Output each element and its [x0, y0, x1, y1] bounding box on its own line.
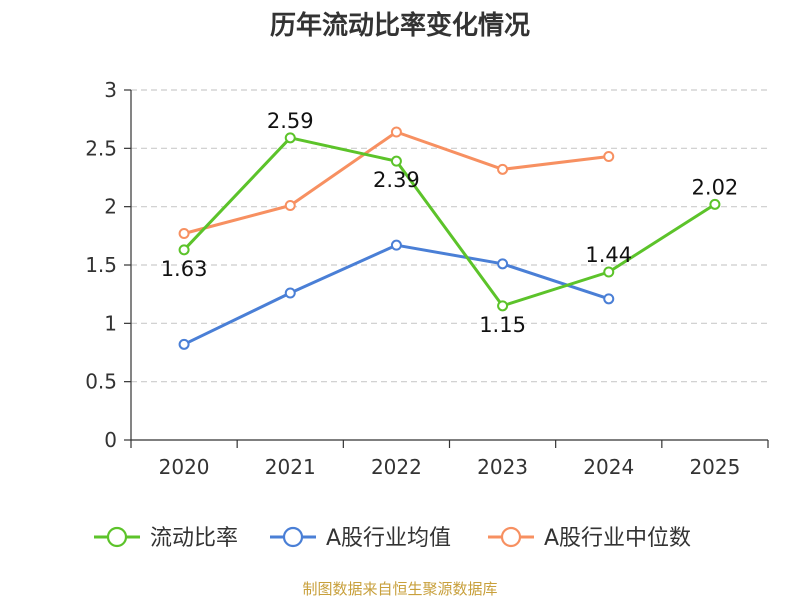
- y-tick-label: 1.5: [85, 253, 117, 277]
- data-labels: 1.63 2.59 2.39 1.15 1.44 2.02: [161, 109, 739, 337]
- legend-item[interactable]: A股行业中位数: [488, 526, 691, 551]
- x-tick-label: 2024: [583, 455, 634, 479]
- data-point[interactable]: [178, 228, 190, 239]
- data-point[interactable]: [390, 126, 402, 138]
- y-tick-label: 2.5: [85, 136, 117, 160]
- data-point[interactable]: [178, 338, 190, 350]
- x-tick-label: 2021: [265, 455, 316, 479]
- y-tick-label: 0: [104, 428, 117, 452]
- y-tick-label: 1: [104, 311, 117, 335]
- y-tick-label: 0.5: [85, 370, 117, 394]
- x-tick-label: 2025: [689, 455, 740, 479]
- data-point[interactable]: [603, 151, 615, 162]
- x-axis-ticks: 2020 2021 2022 2023 2024 2025: [159, 455, 741, 479]
- gridlines: [131, 89, 768, 383]
- legend-label: 流动比率: [150, 526, 238, 551]
- y-axis-ticks: 0 0.5 1 1.5 2 2.5 3: [85, 78, 117, 452]
- legend[interactable]: 流动比率 A股行业均值 A股行业中位数: [94, 526, 691, 551]
- legend-label: A股行业均值: [326, 526, 451, 551]
- data-label: 2.39: [373, 168, 420, 192]
- data-point[interactable]: [497, 258, 509, 270]
- data-label: 1.63: [161, 257, 208, 281]
- data-point[interactable]: [390, 239, 402, 251]
- legend-marker: [500, 526, 522, 548]
- data-point[interactable]: [178, 244, 190, 256]
- data-label: 1.44: [585, 243, 632, 267]
- data-point[interactable]: [603, 266, 615, 278]
- y-tick-label: 2: [104, 195, 117, 219]
- x-tick-label: 2023: [477, 455, 528, 479]
- legend-marker: [282, 526, 304, 548]
- data-point[interactable]: [497, 300, 509, 312]
- axes: [124, 89, 769, 448]
- source-note: 制图数据来自恒生聚源数据库: [302, 580, 497, 598]
- data-point[interactable]: [390, 155, 402, 167]
- data-point[interactable]: [284, 287, 296, 299]
- data-point[interactable]: [497, 163, 509, 175]
- data-point[interactable]: [709, 198, 721, 210]
- y-tick-label: 3: [104, 78, 117, 102]
- legend-item[interactable]: A股行业均值: [270, 526, 451, 551]
- data-point[interactable]: [284, 132, 296, 144]
- series-group: [178, 126, 721, 350]
- x-tick-label: 2020: [159, 455, 210, 479]
- series-line: [183, 243, 610, 346]
- data-label: 1.15: [479, 313, 526, 337]
- data-point[interactable]: [284, 200, 296, 211]
- data-point[interactable]: [603, 293, 615, 305]
- x-tick-label: 2022: [371, 455, 422, 479]
- legend-label: A股行业中位数: [544, 526, 691, 551]
- data-label: 2.59: [267, 109, 314, 133]
- legend-item[interactable]: 流动比率: [94, 526, 238, 551]
- legend-marker: [106, 526, 128, 548]
- chart-title: 历年流动比率变化情况: [270, 10, 530, 41]
- series-line: [182, 136, 716, 308]
- data-label: 2.02: [692, 175, 739, 199]
